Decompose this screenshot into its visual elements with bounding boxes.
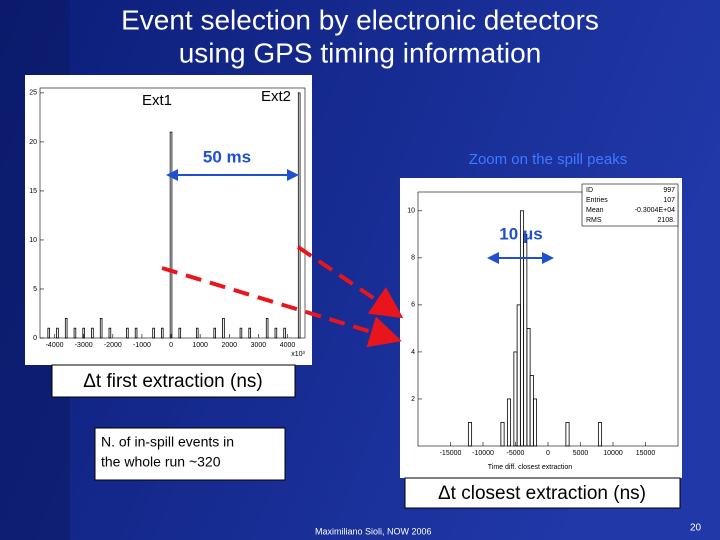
zoom-arrow [161,266,402,348]
box-text: Δt first extraction (ns) [83,371,263,392]
stats-value: 2108. [657,217,675,224]
title-line: using GPS timing information [179,37,542,68]
right-plot: 2 4 6 8 10 -15000 -10000 -5000 0 5000 10000 15000 Ti… [407,183,679,471]
histogram-bar [297,92,301,339]
histogram-bar [283,327,286,339]
stats-name: Entries [586,197,608,204]
y-tick-label: 15 [29,188,37,195]
histogram-bar [506,398,512,447]
x-tick-label: 2000 [221,342,237,349]
y-tick-label: 4 [411,349,415,356]
x-tick-label: -15000 [440,450,462,457]
stats-value: -0.3004E+04 [635,207,675,214]
y-tick-label: 8 [411,255,415,262]
histogram-bar [152,327,155,339]
x-tick-label: 0 [169,342,173,349]
stats-name: Mean [586,207,604,214]
histogram-bar [565,422,570,447]
ext1-label: Ext1 [142,92,172,109]
histogram-bar [134,327,138,339]
stats-box [581,183,679,227]
y-tick-label: 2 [411,396,415,403]
histogram-bar [169,131,173,339]
right-plot-frame [400,178,682,478]
x-tick-label: 15000 [636,450,656,457]
stats-value: 997 [663,187,675,194]
y-tick-label: 5 [33,286,37,293]
x-tick-label: -2000 [104,342,122,349]
x-tick-label: 4000 [280,342,296,349]
plot-area [39,87,306,339]
histogram-bar [56,327,59,339]
histogram-bar [195,327,199,339]
x-tick-label: -1000 [133,342,151,349]
histogram-bar [82,327,85,339]
x-tick-label: 3000 [251,342,267,349]
histogram-bar [222,317,225,339]
histogram-bar [64,317,68,339]
footer-author: Maximiliano Sioli, NOW 2006 [315,526,432,536]
title-line: Event selection by electronic detectors [121,4,599,35]
axis-multiplier: x10³ [291,351,305,358]
x-tick-label: -3000 [75,342,93,349]
y-tick-label: 20 [29,139,37,146]
histogram-bar [467,422,473,447]
x-tick-label: -4000 [46,342,64,349]
x-tick-label: -5000 [507,450,525,457]
x-tick-label: 1000 [192,342,208,349]
stats-name: ID [586,187,593,194]
histogram-bar [108,327,112,339]
histogram-bar [500,422,505,447]
histogram-bar [274,327,278,339]
span-label: 10 μs [499,224,543,243]
x-axis-title: Time diff. closest extraction [488,464,573,471]
y-tick-label: 10 [407,208,415,215]
left-plot-frame [25,75,312,365]
histogram-bar [91,327,94,339]
histogram-bar [73,327,77,339]
y-tick-label: 0 [33,335,37,342]
x-tick-label: 10000 [603,450,623,457]
histogram-bar [239,327,243,339]
page-number: 20 [690,523,702,534]
histogram-bar [161,327,164,339]
stats-name: RMS [586,217,602,224]
x-tick-label: 5000 [573,450,589,457]
box-text: the whole run ~320 [101,454,221,470]
box-text: Δt closest extraction (ns) [438,483,646,504]
label-box [404,477,681,509]
histogram-bar [532,398,538,447]
box-text: N. of in-spill events in [101,434,234,450]
x-tick-label: -10000 [472,450,494,457]
zoom-arrow [296,245,404,319]
histogram-bar [47,327,51,339]
stats-value: 107 [663,197,675,204]
span-label: 50 ms [203,147,251,166]
histogram-bar [265,317,269,339]
ext2-label: Ext2 [261,88,291,105]
left-plot: 0 5 10 15 20 25 -4000 -3000 -2000 -1000 0 1000 2000 3… [29,87,306,358]
histogram-bar [178,327,182,339]
label-box [51,364,296,398]
histogram-bar [248,327,251,339]
y-tick-label: 25 [29,90,37,97]
label-box [94,427,286,481]
histogram-bar [99,317,103,339]
y-tick-label: 10 [29,237,37,244]
histogram-bar [126,327,129,339]
histogram-bar [213,327,216,339]
histogram-bar [597,422,603,447]
y-tick-label: 6 [411,302,415,309]
x-tick-label: 0 [546,450,550,457]
zoom-heading: Zoom on the spill peaks [469,151,627,168]
